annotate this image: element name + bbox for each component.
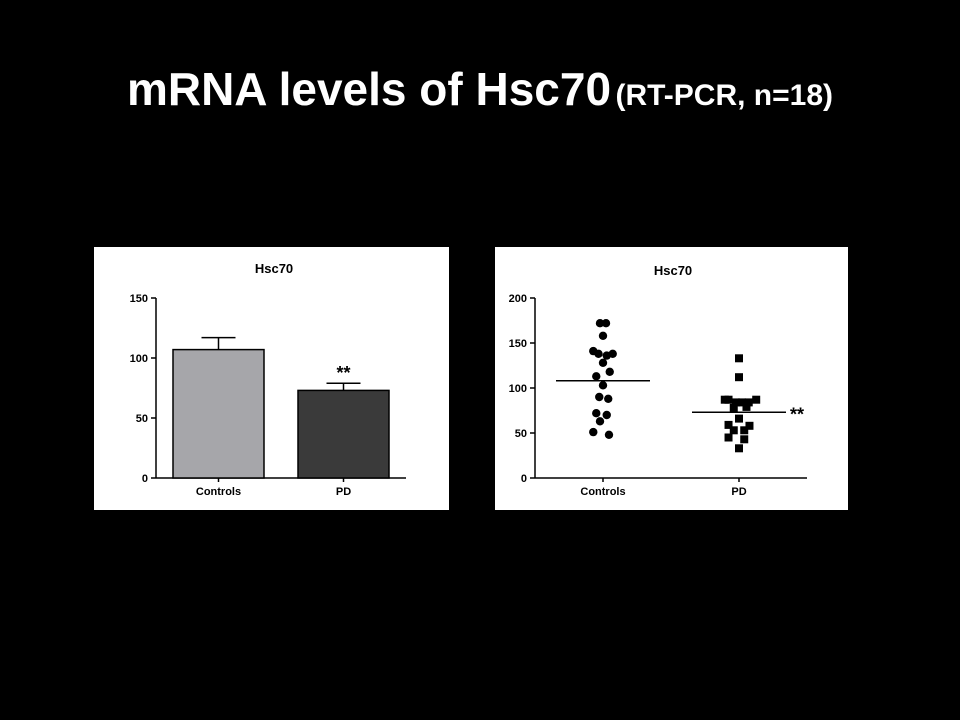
dot-plot-x-axis: Controls PD [535, 477, 807, 498]
significance-marker: ** [790, 404, 804, 424]
data-point [735, 373, 743, 382]
bar-chart-y-tick-label: 100 [130, 353, 148, 365]
slide-title-sub: (RT-PCR, n=18) [615, 79, 834, 112]
dot-plot-y-axis: 0 50 100 150 200 [509, 293, 536, 485]
data-point [744, 398, 753, 407]
dot-plot-y-tick-label: 0 [521, 473, 527, 485]
bar-chart-y-axis: 0 50 100 150 [130, 293, 157, 485]
dot-plot-title: Hsc70 [654, 263, 692, 278]
data-point [594, 349, 603, 358]
data-point [729, 403, 738, 412]
data-point [740, 435, 749, 444]
bar-chart-y-tick-label: 50 [136, 413, 148, 425]
data-point [729, 426, 738, 435]
bar-chart-y-tick-label: 150 [130, 293, 148, 305]
bar-chart-x-tick-label: Controls [196, 486, 241, 498]
bar-chart-y-tick-label: 0 [142, 473, 148, 485]
slide-title-main: mRNA levels of Hsc70 [126, 63, 612, 115]
bar [172, 348, 265, 479]
data-point [595, 417, 605, 426]
data-point [595, 392, 604, 402]
data-point [737, 398, 746, 407]
bar-chart-panel: Hsc70 0 50 100 150 Controls PD ** [94, 247, 449, 510]
dot-plot-x-tick-label: Controls [580, 486, 625, 498]
data-point [605, 367, 614, 376]
dot-plot-marks: ** [556, 319, 804, 453]
dot-plot-y-tick-label: 200 [509, 293, 527, 305]
data-point [724, 433, 733, 442]
data-point [595, 319, 605, 328]
data-point [732, 398, 741, 407]
data-point [745, 421, 754, 430]
dot-plot-panel: Hsc70 0 50 100 150 200 Controls PD ** [495, 247, 848, 510]
data-point [601, 319, 611, 328]
bar-chart-x-tick-label: PD [336, 486, 351, 498]
data-point [598, 381, 608, 390]
dot-plot-y-tick-label: 100 [509, 383, 527, 395]
bar-chart: Hsc70 0 50 100 150 Controls PD ** [130, 261, 406, 498]
data-point [592, 409, 601, 418]
data-point [598, 358, 608, 367]
data-point [604, 430, 614, 439]
data-point [724, 395, 733, 404]
data-point [608, 349, 617, 358]
slide-title: mRNA levels of Hsc70 (RT-PCR, n=18) [0, 62, 960, 116]
data-point [735, 444, 743, 453]
dot-plot: Hsc70 0 50 100 150 200 Controls PD ** [509, 263, 807, 498]
data-point [602, 410, 611, 420]
data-point [752, 395, 761, 404]
dot-plot-y-tick-label: 50 [515, 428, 527, 440]
data-point [735, 414, 743, 423]
significance-marker: ** [336, 363, 350, 383]
bar-chart-marks: ** [172, 336, 390, 479]
dot-plot-x-tick-label: PD [731, 486, 746, 498]
data-point [740, 426, 749, 435]
dot-plot-y-tick-label: 150 [509, 338, 527, 350]
data-point [724, 420, 733, 429]
data-point [604, 394, 613, 403]
bar-chart-title: Hsc70 [255, 261, 293, 276]
bar [297, 389, 390, 479]
data-point [589, 427, 598, 437]
bar-chart-x-axis: Controls PD [156, 477, 406, 498]
data-point [735, 354, 743, 363]
data-point [598, 331, 608, 340]
data-point [592, 372, 601, 381]
data-point [742, 402, 751, 411]
